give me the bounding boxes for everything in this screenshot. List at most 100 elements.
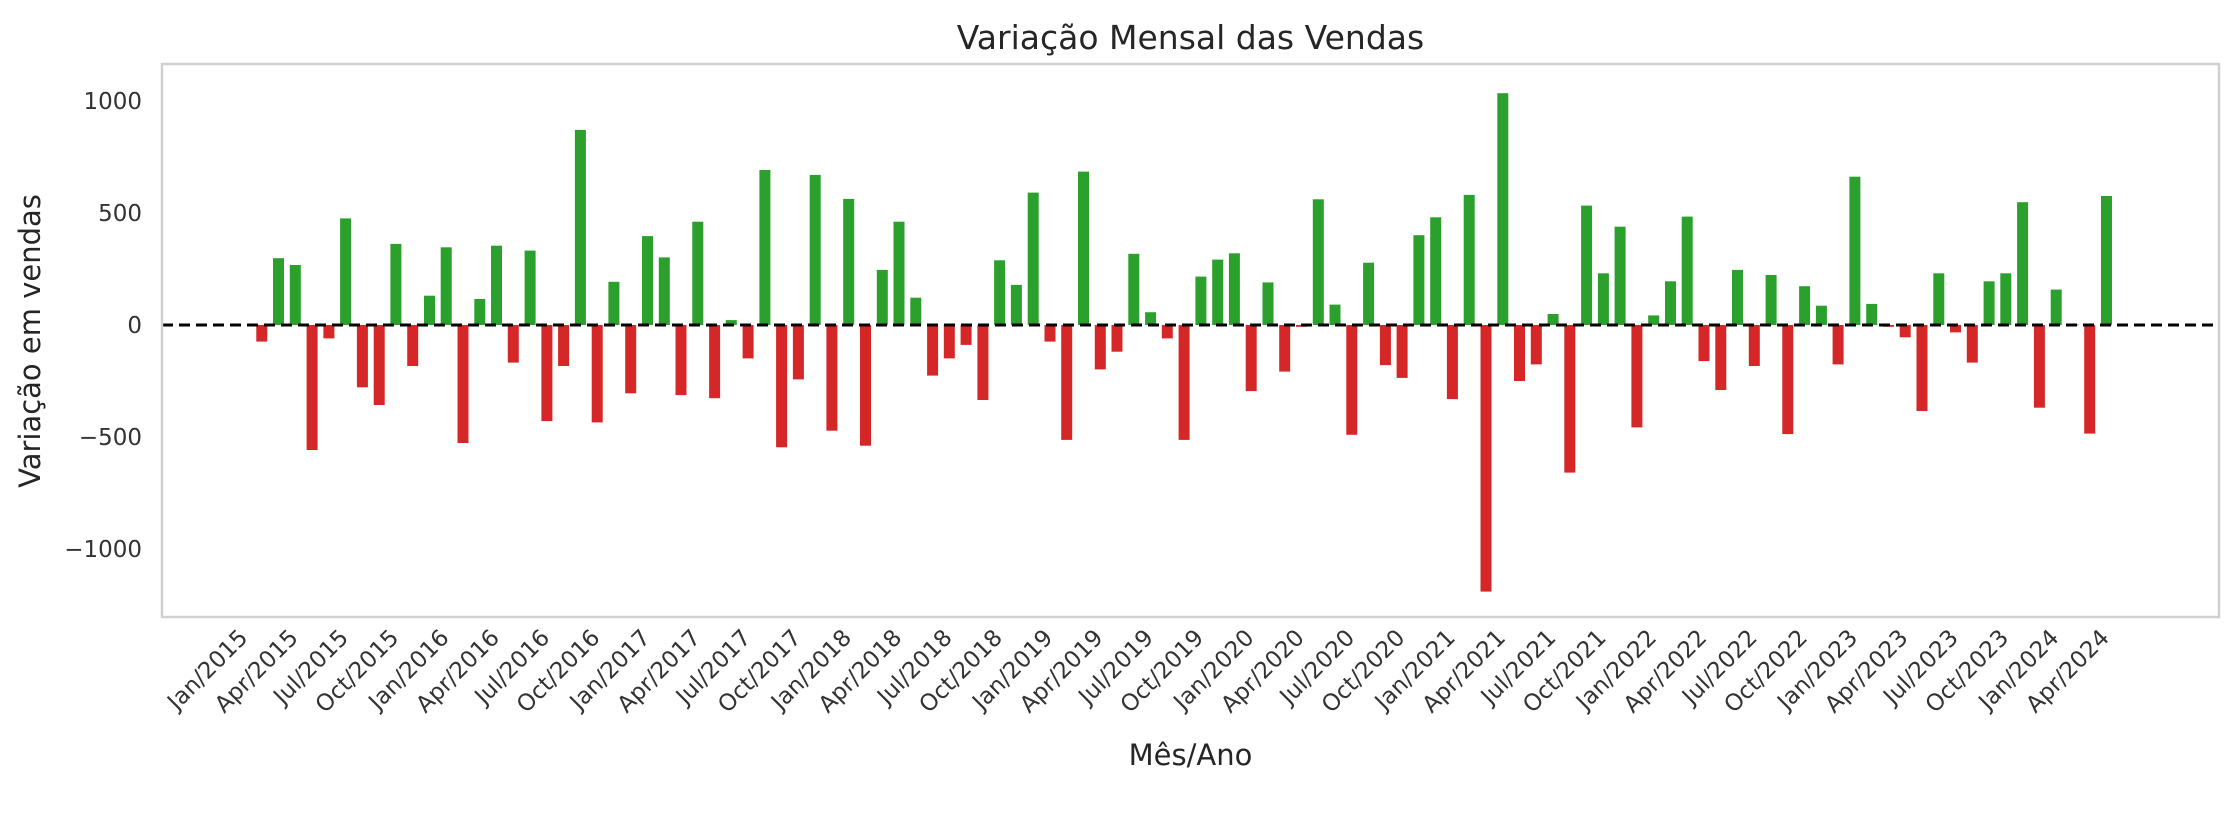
bar (1748, 325, 1760, 366)
bar (407, 325, 419, 366)
bar (2000, 273, 2012, 325)
bar (457, 325, 469, 443)
bar (1564, 325, 1576, 473)
bar (1195, 276, 1207, 325)
bar (2101, 196, 2112, 325)
bar (658, 257, 670, 325)
y-axis-ticks: 1000 500 0 −500 −1000 (64, 89, 142, 563)
bar (323, 325, 335, 339)
bar (608, 281, 620, 325)
bar (1329, 304, 1341, 325)
bar (1799, 286, 1811, 325)
bar (1044, 325, 1056, 342)
bar (1413, 235, 1425, 325)
bar (256, 325, 268, 342)
bar (507, 325, 519, 363)
y-tick-label: 0 (127, 313, 142, 339)
bar (1983, 281, 1995, 325)
bar (1145, 312, 1157, 325)
bar (1128, 253, 1140, 325)
bar (524, 250, 536, 325)
bar (994, 260, 1006, 325)
bar (1111, 325, 1123, 352)
bar (675, 325, 687, 396)
bar (1228, 253, 1240, 325)
bar (1446, 325, 1458, 400)
plot-frame (160, 62, 2221, 619)
bar (1396, 325, 1408, 378)
bar (1010, 284, 1022, 325)
bar (2033, 325, 2045, 408)
bar (1581, 205, 1593, 325)
bar (1078, 171, 1089, 325)
bar (1597, 273, 1609, 325)
bar (1379, 325, 1391, 366)
x-axis-label: Mês/Ano (1128, 738, 1253, 772)
bar (1547, 314, 1559, 325)
bar (642, 236, 653, 325)
bar (1514, 325, 1525, 381)
bar (1832, 325, 1844, 365)
bar (273, 258, 284, 325)
bar (809, 174, 821, 325)
bar (356, 325, 368, 388)
bar (1732, 269, 1743, 325)
bar (1681, 216, 1693, 325)
bar (1212, 259, 1224, 325)
bar (910, 297, 922, 325)
bar (591, 325, 603, 423)
bar (1245, 325, 1257, 392)
bar (1279, 325, 1291, 372)
bar (826, 325, 838, 431)
bar (541, 325, 553, 422)
bar (491, 245, 502, 325)
bar (977, 325, 989, 400)
x-axis-ticks: Jan/2015Apr/2015Jul/2015Oct/2015Jan/2016… (161, 625, 2114, 718)
bar (1966, 325, 1978, 363)
bar (1430, 217, 1442, 325)
bar (1262, 282, 1274, 325)
bar (1312, 199, 1324, 325)
bar (424, 295, 435, 325)
bar (1480, 325, 1492, 592)
bar (625, 325, 637, 394)
bar (574, 129, 586, 325)
bar (1648, 315, 1660, 325)
y-tick-label: −500 (79, 425, 142, 451)
bar (340, 218, 352, 325)
bar (1363, 262, 1375, 325)
bar (1061, 325, 1073, 440)
bar (843, 198, 855, 325)
bar (390, 243, 402, 325)
bar (1631, 325, 1643, 428)
bar (1765, 275, 1777, 325)
bar (860, 325, 871, 446)
bar (1614, 226, 1626, 325)
y-tick-label: 500 (98, 201, 142, 227)
bar (1849, 176, 1861, 325)
bar (1094, 325, 1106, 370)
bar (692, 221, 704, 325)
bar (1161, 325, 1173, 339)
bar (1497, 93, 1509, 325)
bar (306, 325, 318, 450)
bar (1715, 325, 1727, 390)
bar (893, 221, 905, 325)
bar (1463, 194, 1475, 325)
y-tick-label: 1000 (83, 89, 142, 115)
bar (2017, 202, 2029, 325)
bar (1916, 325, 1928, 411)
chart-title: Variação Mensal das Vendas (956, 18, 1425, 57)
bar (1027, 192, 1039, 325)
bar (742, 325, 754, 359)
bar (558, 325, 570, 366)
bar (1530, 325, 1542, 365)
bar (440, 247, 452, 325)
bar (1698, 325, 1710, 362)
bar (2050, 289, 2062, 325)
bar (1866, 303, 1878, 325)
bar (1815, 305, 1827, 325)
bar (1782, 325, 1794, 435)
